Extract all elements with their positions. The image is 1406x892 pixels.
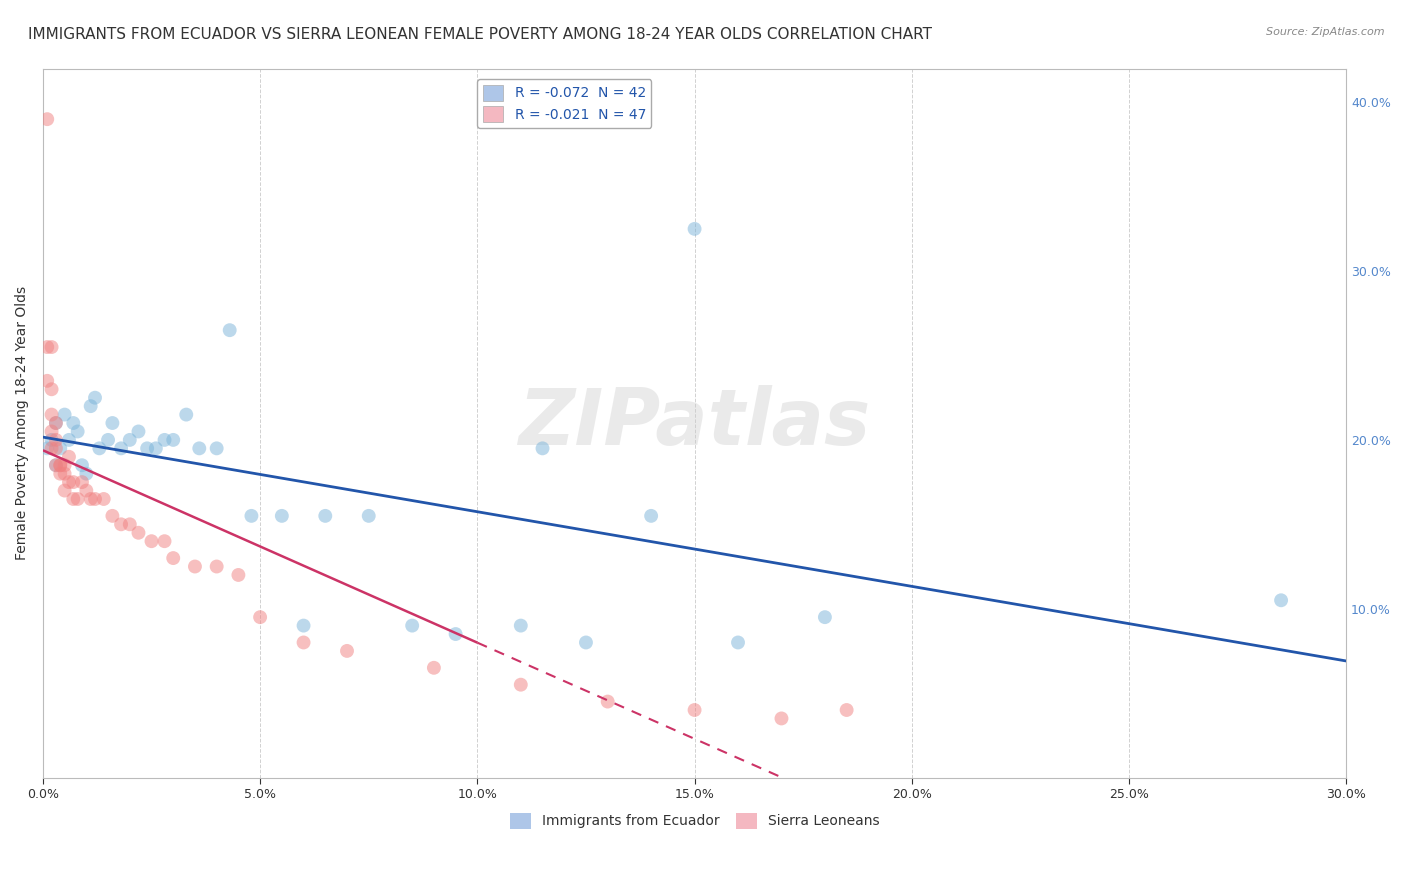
Point (118, 517, 141, 532)
Point (41, 442, 63, 456)
Point (292, 635, 315, 649)
Point (53, 483, 76, 498)
Point (835, 703, 858, 717)
Text: Source: ZipAtlas.com: Source: ZipAtlas.com (1267, 27, 1385, 37)
Point (49, 458, 72, 473)
Point (37, 442, 59, 456)
Point (41, 425, 63, 439)
Point (228, 568, 250, 582)
Point (153, 433, 176, 447)
Point (45, 458, 67, 473)
Point (141, 534, 163, 549)
Point (49, 442, 72, 456)
Point (314, 508, 336, 523)
Point (683, 703, 706, 717)
Point (336, 644, 359, 658)
Point (814, 610, 837, 624)
Point (89, 442, 111, 456)
Point (509, 618, 531, 632)
Text: IMMIGRANTS FROM ECUADOR VS SIERRA LEONEAN FEMALE POVERTY AMONG 18-24 YEAR OLDS C: IMMIGRANTS FROM ECUADOR VS SIERRA LEONEA… (28, 27, 932, 42)
Point (84, 491, 107, 506)
Point (58, 433, 80, 447)
Point (58, 450, 80, 464)
Point (70, 458, 93, 473)
Point (401, 618, 423, 632)
Point (184, 559, 207, 574)
Point (45, 433, 67, 447)
Legend: Immigrants from Ecuador, Sierra Leoneans: Immigrants from Ecuador, Sierra Leoneans (505, 807, 884, 834)
Point (162, 433, 184, 447)
Point (53, 408, 76, 422)
Point (110, 442, 132, 456)
Point (84, 391, 107, 405)
Point (127, 525, 149, 540)
Point (531, 442, 554, 456)
Point (101, 416, 124, 430)
Point (49, 467, 72, 481)
Point (37, 340, 59, 354)
Point (205, 559, 228, 574)
Point (58, 475, 80, 489)
Point (423, 661, 446, 675)
Point (640, 508, 662, 523)
Point (357, 508, 380, 523)
Point (37, 112, 59, 127)
Point (53, 458, 76, 473)
Point (1270, 593, 1292, 607)
Text: ZIPatlas: ZIPatlas (519, 385, 870, 461)
Point (37, 374, 59, 388)
Point (162, 551, 184, 566)
Point (41, 433, 63, 447)
Point (41, 382, 63, 396)
Point (45, 416, 67, 430)
Point (270, 508, 292, 523)
Point (79, 399, 101, 413)
Point (575, 635, 598, 649)
Point (683, 222, 706, 236)
Point (66, 491, 89, 506)
Point (45, 416, 67, 430)
Point (53, 467, 76, 481)
Point (97, 433, 120, 447)
Point (145, 442, 167, 456)
Point (188, 442, 211, 456)
Point (101, 508, 124, 523)
Point (509, 678, 531, 692)
Point (596, 695, 619, 709)
Point (75, 467, 97, 481)
Point (45, 458, 67, 473)
Point (45, 442, 67, 456)
Point (62, 491, 84, 506)
Point (49, 458, 72, 473)
Point (66, 425, 89, 439)
Point (75, 483, 97, 498)
Point (62, 416, 84, 430)
Point (174, 408, 197, 422)
Point (110, 517, 132, 532)
Point (41, 340, 63, 354)
Point (70, 475, 93, 489)
Point (118, 433, 141, 447)
Point (240, 508, 263, 523)
Point (41, 408, 63, 422)
Point (62, 475, 84, 489)
Point (249, 610, 271, 624)
Point (444, 627, 467, 641)
Y-axis label: Female Poverty Among 18-24 Year Olds: Female Poverty Among 18-24 Year Olds (15, 286, 30, 560)
Point (79, 491, 101, 506)
Point (127, 425, 149, 439)
Point (205, 442, 228, 456)
Point (153, 534, 176, 549)
Point (218, 323, 240, 337)
Point (93, 491, 115, 506)
Point (136, 442, 159, 456)
Point (292, 618, 315, 632)
Point (727, 635, 749, 649)
Point (770, 711, 793, 725)
